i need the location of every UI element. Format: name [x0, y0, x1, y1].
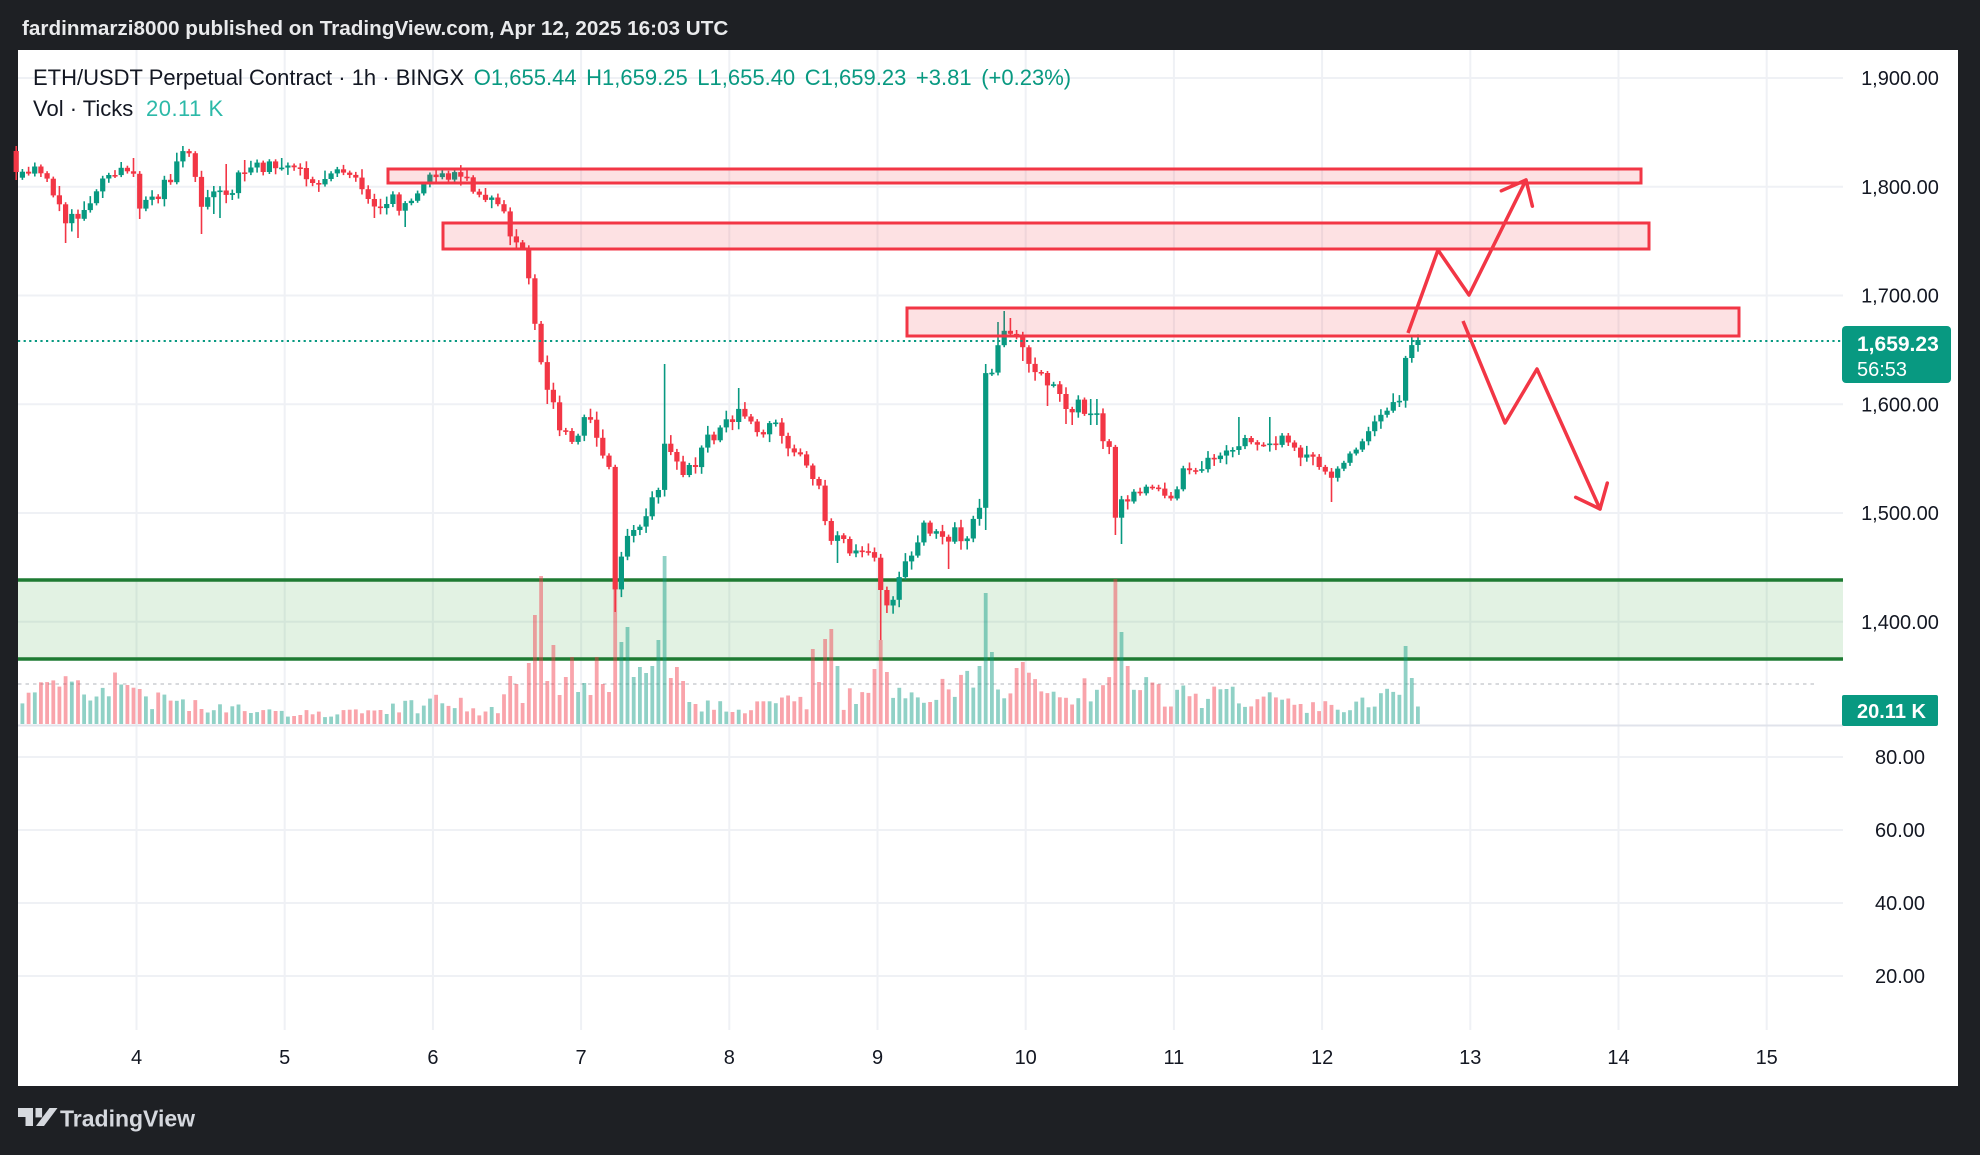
svg-text:13: 13 [1459, 1047, 1481, 1069]
svg-text:40.00: 40.00 [1875, 893, 1925, 915]
svg-text:11: 11 [1164, 1047, 1185, 1069]
svg-text:4: 4 [131, 1047, 142, 1069]
svg-text:80.00: 80.00 [1875, 747, 1925, 769]
svg-text:5: 5 [279, 1047, 290, 1069]
svg-text:60.00: 60.00 [1875, 820, 1925, 842]
svg-text:1,800.00: 1,800.00 [1861, 177, 1939, 199]
svg-text:fardinmarzi8000 published on T: fardinmarzi8000 published on TradingView… [22, 17, 728, 40]
svg-text:20.11 K: 20.11 K [1857, 701, 1927, 723]
svg-text:ETH/USDT Perpetual Contract ·: ETH/USDT Perpetual Contract · 1h · BINGX… [33, 65, 1071, 90]
svg-text:Vol · Ticks 20.11 K: Vol · Ticks 20.11 K [33, 96, 224, 121]
svg-text:56:53: 56:53 [1857, 359, 1907, 381]
svg-text:8: 8 [724, 1047, 735, 1069]
svg-text:12: 12 [1311, 1047, 1333, 1069]
svg-text:1,659.23: 1,659.23 [1857, 333, 1939, 356]
svg-text:7: 7 [576, 1047, 587, 1069]
svg-text:10: 10 [1015, 1047, 1037, 1069]
svg-text:1,400.00: 1,400.00 [1861, 612, 1939, 634]
svg-text:14: 14 [1607, 1047, 1629, 1069]
svg-text:20.00: 20.00 [1875, 966, 1925, 988]
svg-text:1,900.00: 1,900.00 [1861, 68, 1939, 90]
svg-text:1,700.00: 1,700.00 [1861, 286, 1939, 308]
svg-text:1,500.00: 1,500.00 [1861, 503, 1939, 525]
svg-text:1,600.00: 1,600.00 [1861, 394, 1939, 416]
svg-text:9: 9 [872, 1047, 883, 1069]
svg-text:6: 6 [427, 1047, 438, 1069]
svg-text:TradingView: TradingView [60, 1106, 195, 1132]
svg-text:15: 15 [1756, 1047, 1778, 1069]
